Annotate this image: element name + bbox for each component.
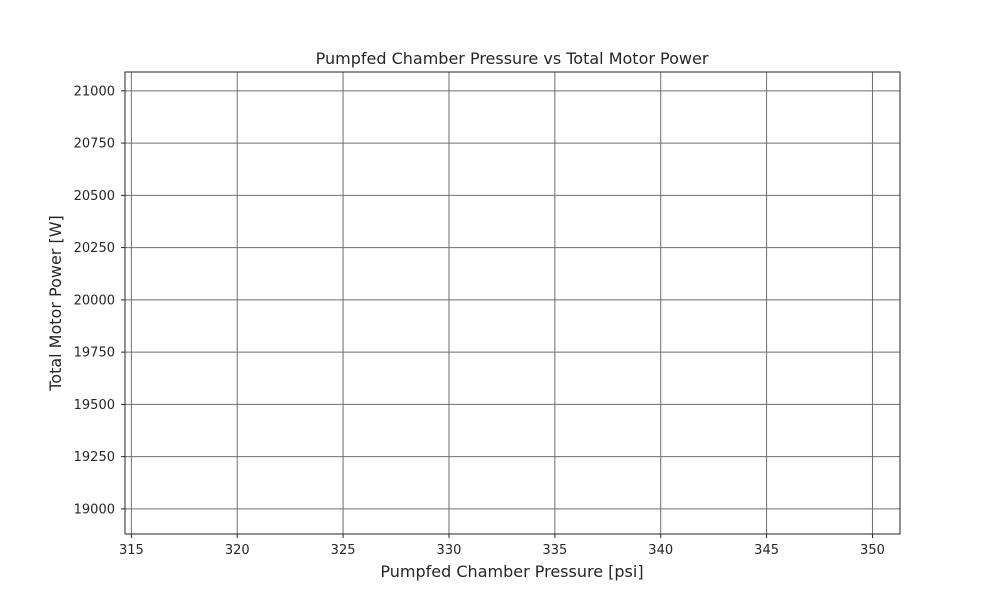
y-tick-label: 19750 — [74, 346, 115, 361]
y-tick-label: 20250 — [74, 241, 115, 256]
y-tick-label: 19500 — [74, 398, 115, 413]
x-tick-label: 350 — [860, 543, 885, 558]
x-tick-label: 315 — [119, 543, 144, 558]
chart-title: Pumpfed Chamber Pressure vs Total Motor … — [316, 49, 709, 68]
y-tick-label: 21000 — [74, 84, 115, 99]
x-tick-label: 335 — [542, 543, 567, 558]
grid-layer — [125, 72, 900, 534]
y-tick-label: 19250 — [74, 450, 115, 465]
x-tick-label: 325 — [331, 543, 356, 558]
plot-frame — [124, 71, 901, 535]
y-tick-label: 20750 — [74, 137, 115, 152]
y-tick-label: 19000 — [74, 502, 115, 517]
x-tick-label: 330 — [437, 543, 462, 558]
x-tick-label: 340 — [648, 543, 673, 558]
x-axis-label: Pumpfed Chamber Pressure [psi] — [380, 562, 643, 581]
y-tick-label: 20500 — [74, 189, 115, 204]
tick-layer: 315 320 325 330 335 340 345 350 19000 19250 19500 1… — [74, 84, 885, 558]
x-tick-label: 345 — [754, 543, 779, 558]
y-tick-label: 20000 — [74, 293, 115, 308]
y-axis-label: Total Motor Power [W] — [46, 215, 65, 392]
x-tick-label: 320 — [225, 543, 250, 558]
